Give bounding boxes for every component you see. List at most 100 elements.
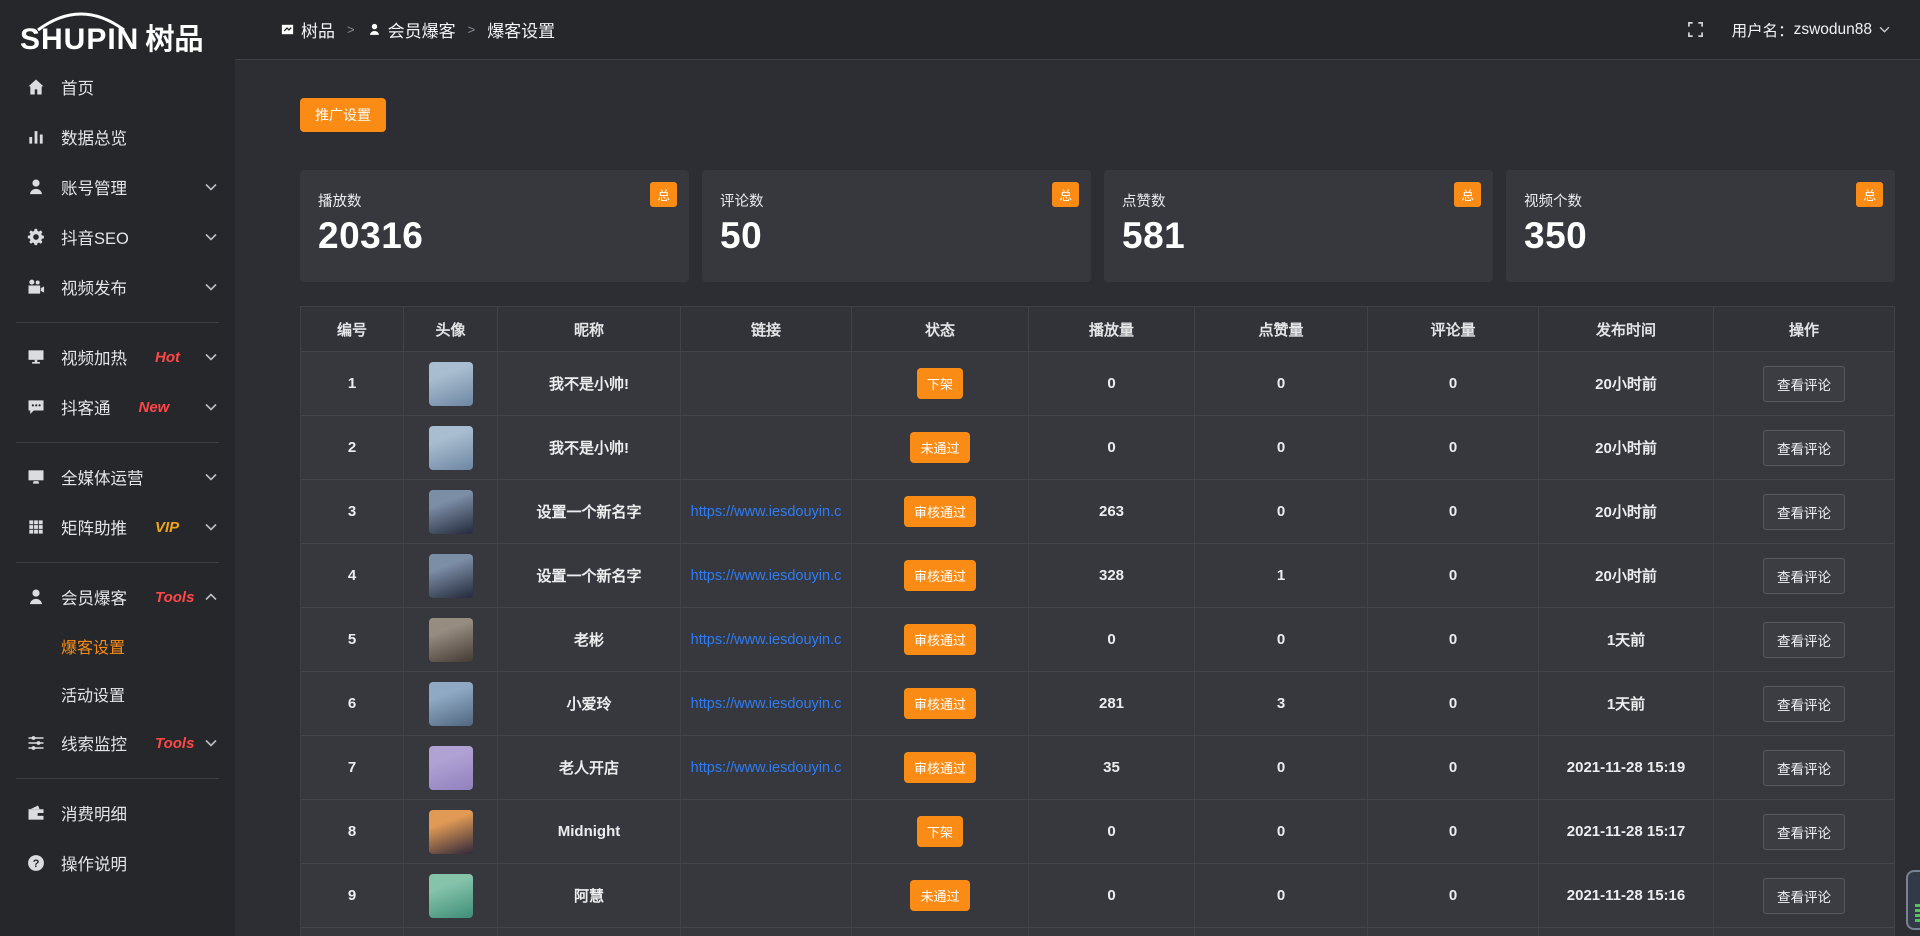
- person-icon: [26, 587, 46, 607]
- view-comments-button[interactable]: 查看评论: [1763, 557, 1845, 594]
- breadcrumb-item[interactable]: 树品: [280, 17, 335, 42]
- table-row: 4 设置一个新名字 https://www.iesdouyin.c 审核通过 3…: [301, 544, 1894, 608]
- cell-comments: 0: [1368, 864, 1539, 927]
- video-link[interactable]: https://www.iesdouyin.c: [690, 503, 842, 520]
- sidebar-subitem-item[interactable]: 活动设置: [61, 688, 126, 705]
- gear-icon: [26, 227, 46, 247]
- table-row: 7 老人开店 https://www.iesdouyin.c 审核通过 35 0…: [301, 736, 1894, 800]
- sidebar-item[interactable]: ? 操作说明: [0, 838, 235, 888]
- home-icon: [26, 77, 46, 97]
- sidebar-item[interactable]: 首页: [0, 62, 235, 112]
- sidebar-item[interactable]: 视频发布: [0, 262, 235, 312]
- cell-status: 审核通过: [852, 608, 1029, 671]
- sidebar-item-label: 全媒体运营: [61, 470, 144, 488]
- video-link[interactable]: https://www.iesdouyin.c: [690, 695, 842, 712]
- user-menu[interactable]: 用户名： zswodun88: [1732, 19, 1890, 41]
- cell-time: 20小时前: [1539, 480, 1714, 543]
- chevron-down-icon: [205, 233, 217, 241]
- cell-id: 8: [301, 800, 404, 863]
- cell-comments: 0: [1368, 800, 1539, 863]
- cell-link: https://www.iesdouyin.c: [681, 544, 852, 607]
- video-link[interactable]: https://www.iesdouyin.c: [690, 631, 842, 648]
- view-comments-button[interactable]: 查看评论: [1763, 365, 1845, 402]
- cell-avatar: [404, 736, 498, 799]
- cell-action: 查看评论: [1714, 352, 1894, 415]
- cell-id: 9: [301, 864, 404, 927]
- table-header-cell: 播放量: [1029, 307, 1195, 351]
- sidebar-item[interactable]: 视频加热 Hot: [0, 332, 235, 382]
- cell-comments: 0: [1368, 480, 1539, 543]
- sidebar-item[interactable]: 账号管理: [0, 162, 235, 212]
- stat-card-total-badge: 总: [1052, 182, 1079, 207]
- cell-likes: 3: [1195, 672, 1368, 735]
- cell-avatar: [404, 864, 498, 927]
- sidebar-item-label: 会员爆客: [61, 590, 127, 608]
- sidebar-item[interactable]: 抖客通 New: [0, 382, 235, 432]
- cell-plays: 0: [1029, 864, 1195, 927]
- sidebar-item[interactable]: 抖音SEO: [0, 212, 235, 262]
- stat-card-label: 评论数: [720, 194, 764, 210]
- chat-icon: [26, 397, 46, 417]
- cell-plays: 0: [1029, 416, 1195, 479]
- sidebar-item-badge: Tools: [155, 588, 195, 606]
- cell-status: 未通过: [852, 864, 1029, 927]
- cell-likes: 1: [1195, 544, 1368, 607]
- sidebar-divider: [0, 312, 235, 332]
- sidebar-subitem-active[interactable]: 爆客设置: [61, 640, 126, 657]
- sidebar-item[interactable]: 线索监控 Tools: [0, 718, 235, 768]
- sidebar-item[interactable]: 消费明细: [0, 788, 235, 838]
- main-content: 推广设置 播放数 20316 总 评论数 50 总 点赞数 581 总 视频个数…: [235, 60, 1920, 936]
- cell-nickname: Midnight: [498, 800, 681, 863]
- view-comments-button[interactable]: 查看评论: [1763, 813, 1845, 850]
- equalizer-bars-icon: [1915, 904, 1920, 922]
- cell-avatar: [404, 672, 498, 735]
- breadcrumb-item[interactable]: 爆客设置: [487, 17, 555, 42]
- wallet-icon: [26, 803, 46, 823]
- breadcrumb-item[interactable]: 会员爆客: [367, 17, 456, 42]
- chevron-down-icon: [1879, 26, 1890, 33]
- edge-widget: [1906, 870, 1920, 930]
- cell-id: [301, 928, 404, 936]
- stat-card-label: 点赞数: [1122, 194, 1166, 210]
- cell-likes: [1195, 928, 1368, 936]
- cell-likes: 0: [1195, 352, 1368, 415]
- sidebar-item[interactable]: 数据总览: [0, 112, 235, 162]
- view-comments-button[interactable]: 查看评论: [1763, 685, 1845, 722]
- cell-plays: 281: [1029, 672, 1195, 735]
- cell-time: 2021-11-28 15:17: [1539, 800, 1714, 863]
- chevron-down-icon: [205, 473, 217, 481]
- status-badge: 未通过: [910, 880, 970, 911]
- video-link[interactable]: https://www.iesdouyin.c: [690, 567, 842, 584]
- screen-icon: [26, 347, 46, 367]
- view-comments-button[interactable]: 查看评论: [1763, 429, 1845, 466]
- table-row: 6 小爱玲 https://www.iesdouyin.c 审核通过 281 3…: [301, 672, 1894, 736]
- view-comments-button[interactable]: 查看评论: [1763, 493, 1845, 530]
- table-row: [301, 928, 1894, 936]
- cell-time: 2021-11-28 15:19: [1539, 736, 1714, 799]
- username-value: zswodun88: [1793, 20, 1872, 38]
- stat-card: 视频个数 350 总: [1506, 170, 1895, 282]
- sidebar-item[interactable]: 矩阵助推 VIP: [0, 502, 235, 552]
- cell-avatar: [404, 800, 498, 863]
- promo-settings-button[interactable]: 推广设置: [300, 98, 386, 132]
- fullscreen-icon[interactable]: [1687, 21, 1704, 38]
- sidebar-item[interactable]: 全媒体运营: [0, 452, 235, 502]
- chevron-up-icon: [205, 593, 217, 601]
- view-comments-button[interactable]: 查看评论: [1763, 621, 1845, 658]
- status-badge: 审核通过: [903, 496, 976, 527]
- table-row: 3 设置一个新名字 https://www.iesdouyin.c 审核通过 2…: [301, 480, 1894, 544]
- table-row: 9 阿慧 未通过 0 0 0 2021-11-28 15:16 查看评论: [301, 864, 1894, 928]
- status-badge: 下架: [916, 368, 963, 399]
- view-comments-button[interactable]: 查看评论: [1763, 749, 1845, 786]
- cell-link: https://www.iesdouyin.c: [681, 608, 852, 671]
- table-header-cell: 链接: [681, 307, 852, 351]
- cell-link: https://www.iesdouyin.c: [681, 736, 852, 799]
- sidebar-divider: [0, 432, 235, 452]
- table-row: 2 我不是小帅! 未通过 0 0 0 20小时前 查看评论: [301, 416, 1894, 480]
- stat-card-value: 581: [1122, 215, 1186, 256]
- avatar: [428, 809, 473, 854]
- view-comments-button[interactable]: 查看评论: [1763, 877, 1845, 914]
- sidebar-item[interactable]: 会员爆客 Tools: [0, 572, 235, 622]
- video-link[interactable]: https://www.iesdouyin.c: [690, 759, 842, 776]
- cell-time: 1天前: [1539, 672, 1714, 735]
